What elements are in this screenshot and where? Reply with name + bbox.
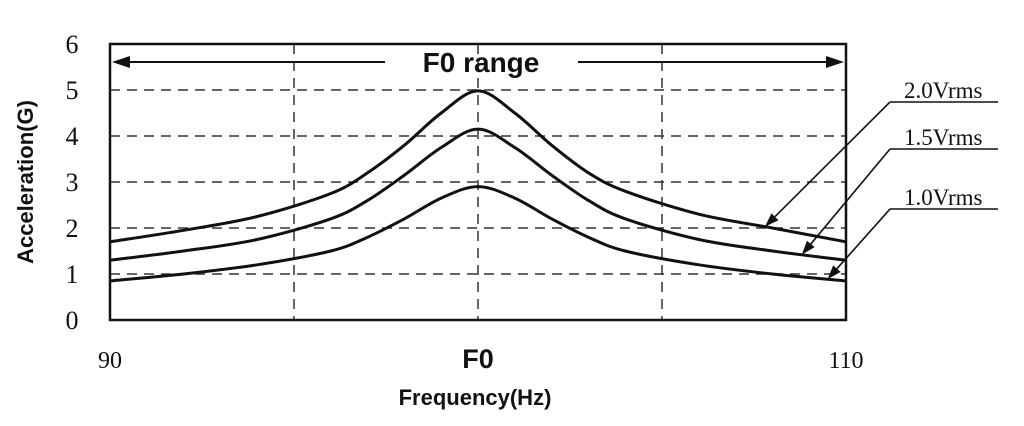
series-line [109,89,847,244]
y-tick-label: 5 [66,76,79,105]
range-arrow-left-head [112,56,130,68]
series-leader-line [774,101,891,218]
series-label: 2.0Vrms [904,78,983,103]
series-label: 1.5Vrms [904,125,983,150]
y-tick-label: 1 [66,260,79,289]
x-axis-title: Frequency(Hz) [399,385,552,410]
grid-lines [110,44,846,320]
x-tick-label: 110 [828,348,863,374]
series-label: 1.0Vrms [904,185,983,210]
series-curves [109,89,847,283]
x-tick-label: 90 [98,348,122,374]
series-leader-arrowhead [827,265,841,280]
series-line [109,127,847,262]
y-tick-label: 0 [66,306,79,335]
y-tick-label: 3 [66,168,79,197]
series-leader-arrowhead [765,213,779,227]
y-axis-title: Acceleration(G) [13,100,38,264]
y-tick-label: 4 [66,122,79,151]
y-tick-label: 6 [66,30,79,59]
x-tick-labels: 90 F0 110 [98,344,864,374]
range-annotation: F0 range [112,47,844,78]
series-labels: 2.0Vrms 1.5Vrms 1.0Vrms [765,78,998,280]
series-leader-line [836,208,891,270]
plot-frame [108,42,848,322]
series-leader-arrowhead [801,240,815,255]
x-tick-label: F0 [462,344,494,374]
y-tick-labels: 0 1 2 3 4 5 6 [66,30,79,335]
series-line [109,185,847,283]
series-leader-line [810,148,891,245]
range-arrow-right-head [826,56,844,68]
range-label: F0 range [423,47,540,78]
y-tick-label: 2 [66,214,79,243]
